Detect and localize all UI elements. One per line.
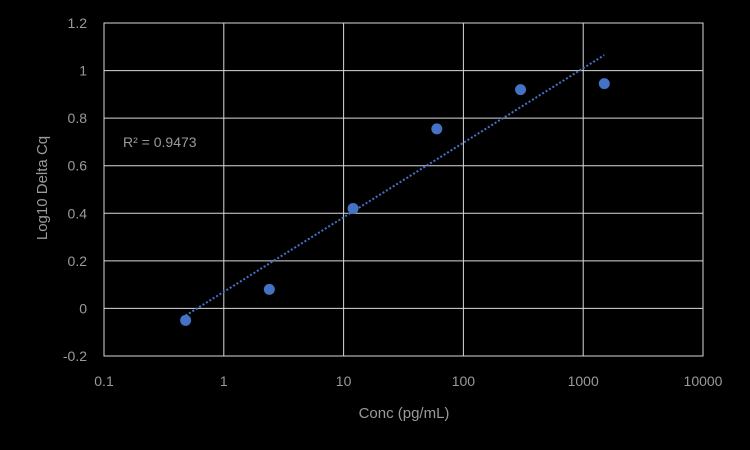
x-tick-label: 1: [220, 373, 228, 389]
x-tick-label: 1000: [568, 373, 599, 389]
data-point: [598, 78, 610, 90]
x-tick-label: 10: [336, 373, 352, 389]
x-tick-label: 10000: [684, 373, 723, 389]
y-axis-ticks: -0.2 0 0.2 0.4 0.6 0.8 1 1.2: [63, 15, 87, 364]
data-point: [180, 314, 192, 326]
y-tick-label: 0.8: [68, 110, 88, 126]
x-tick-label: 100: [452, 373, 476, 389]
data-point: [347, 203, 359, 215]
y-tick-label: 0.6: [68, 158, 88, 174]
x-tick-label: 0.1: [94, 373, 114, 389]
y-tick-label: 1: [79, 63, 87, 79]
y-tick-label: 0: [79, 300, 87, 316]
gridlines: [103, 22, 704, 357]
r-squared-annotation: R² = 0.9473: [123, 134, 197, 150]
data-point: [515, 84, 527, 96]
y-tick-label: 0.2: [68, 253, 88, 269]
data-point: [431, 123, 443, 135]
x-axis-title: Conc (pg/mL): [359, 405, 450, 422]
y-axis-title: Log10 Delta Cq: [34, 136, 51, 240]
data-points: [180, 78, 610, 326]
y-tick-label: 0.4: [68, 205, 88, 221]
y-tick-label: -0.2: [63, 348, 87, 364]
y-tick-label: 1.2: [68, 15, 88, 31]
x-axis-ticks: 0.1 1 10 100 1000 10000: [94, 373, 722, 389]
data-point: [263, 283, 275, 295]
